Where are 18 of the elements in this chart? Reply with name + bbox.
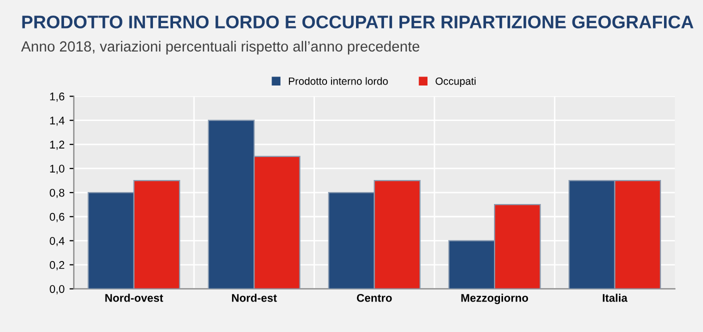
x-tick-label: Nord-est	[232, 294, 277, 302]
y-tick-label: 1,6	[50, 92, 64, 102]
y-tick-label: 1,0	[50, 164, 64, 174]
y-tick-label: 0,8	[50, 188, 64, 198]
legend-label: Prodotto interno lordo	[288, 77, 388, 85]
x-tick-label: Centro	[356, 294, 392, 302]
x-tick-label: Mezzogiorno	[461, 294, 528, 304]
chart-title: PRODOTTO INTERNO LORDO E OCCUPATI PER RIPARTIZIONE GEOGRAFICA	[22, 16, 694, 28]
x-tick-label: Italia	[602, 294, 628, 302]
y-tick-label: 0,4	[50, 236, 64, 246]
chart-subtitle: Anno 2018, variazioni percentuali rispetto all’anno precedente	[21, 40, 420, 54]
y-tick-label: 1,4	[50, 116, 64, 126]
x-tick-label: Nord-ovest	[105, 294, 164, 302]
legend-label: Occupati	[436, 77, 476, 87]
y-tick-label: 0,2	[50, 261, 64, 270]
y-tick-label: 1,2	[50, 140, 64, 150]
y-tick-label: 0,0	[50, 285, 64, 294]
y-tick-label: 0,6	[50, 212, 64, 222]
